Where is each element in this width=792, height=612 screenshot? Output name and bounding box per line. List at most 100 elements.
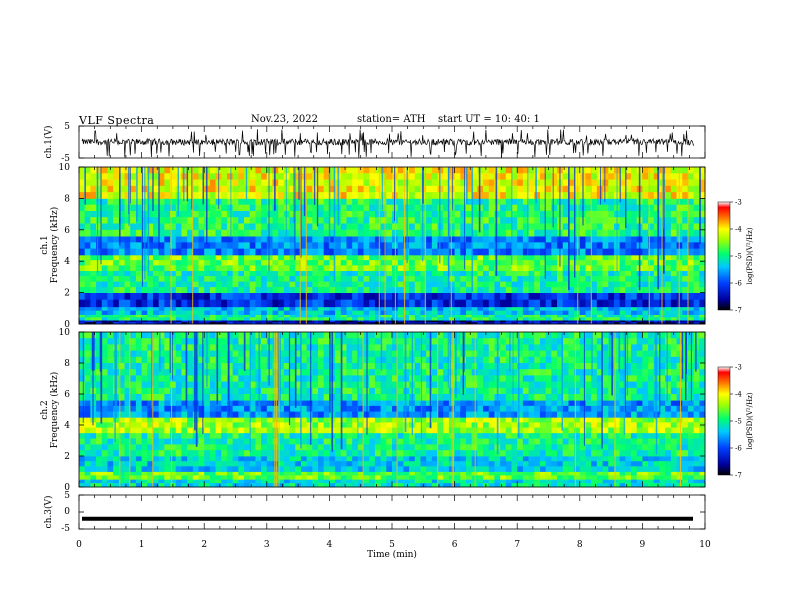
- ch1-spec-cell: [397, 204, 404, 212]
- ch1-spec-cell: [585, 292, 592, 301]
- ch1-spec-cell: [249, 314, 256, 318]
- ch2-spec-cell: [215, 461, 222, 467]
- ch1-spec-cell: [249, 167, 256, 174]
- ch2-spec-cell: [483, 456, 490, 462]
- ch1-spec-cell: [107, 236, 114, 243]
- ch2-spec-cell: [386, 427, 393, 434]
- ch1-spec-cell: [130, 204, 137, 212]
- ch2-spec-cell: [602, 444, 609, 451]
- ch1-spec-cell: [209, 248, 216, 256]
- ch2-spec-cell: [238, 483, 245, 488]
- ch1-spec-cell: [84, 242, 91, 250]
- ch1-spec-cell: [158, 192, 165, 199]
- ch1-spec-cell: [323, 310, 330, 315]
- ch1-spec-cell: [170, 217, 177, 224]
- ch1-spec-cell: [79, 314, 86, 318]
- ch2-spec-cell: [568, 466, 575, 472]
- ch1-spec-cell: [101, 306, 108, 312]
- ch2-spec-cell: [562, 483, 569, 488]
- ch2-spec-cell: [505, 417, 512, 423]
- ch1-spec-cell: [96, 242, 103, 250]
- ch1-spec-cell: [357, 281, 364, 288]
- ch1-spec-cell: [642, 306, 649, 312]
- ch1-spec-cell: [164, 310, 171, 315]
- ch2-spec-cell: [147, 456, 154, 462]
- ch1-spec-cell: [665, 317, 672, 321]
- ch2-spec-cell: [90, 432, 97, 439]
- ch2-spec-cell: [323, 417, 330, 423]
- ch1-spec-cell: [306, 167, 313, 174]
- ch1-spec-cell: [90, 292, 97, 301]
- ch1-spec-cell: [113, 236, 120, 243]
- ch1-spec-cell: [534, 299, 541, 308]
- ch1-spec-cell: [357, 192, 364, 199]
- ch1-spec-cell: [477, 204, 484, 212]
- ch2-spec-cell: [96, 417, 103, 423]
- ch1-spec-cell: [608, 173, 615, 180]
- ch1-spec-cell: [585, 287, 592, 294]
- ch1-spec-cell: [437, 198, 444, 206]
- ch1-spec-cell: [124, 217, 131, 224]
- ch1-spec-cell: [465, 292, 473, 301]
- ch1-spec-cell: [488, 276, 495, 283]
- ch2-spec-cell: [613, 461, 621, 467]
- ch1-spec-cell: [329, 276, 336, 283]
- ch1-spec-cell: [687, 223, 695, 231]
- ch2-spec-cell: [312, 461, 319, 467]
- ch1-spec-cell: [101, 281, 108, 288]
- ch1-spec-cell: [437, 314, 444, 318]
- ch2-spec-cell: [306, 479, 313, 484]
- ch2-spec-cell: [164, 417, 171, 423]
- ch2-spec-cell: [215, 456, 222, 462]
- ch2-spec-cell: [306, 456, 313, 462]
- ch2-spec-cell: [557, 475, 564, 480]
- ch1-spec-cell: [403, 223, 410, 231]
- ch1-spec-cell: [226, 204, 234, 212]
- ch2-spec-cell: [272, 475, 279, 480]
- ch2-spec-cell: [386, 479, 393, 484]
- ch2-spec-cell: [670, 471, 677, 476]
- ch1-spec-cell: [272, 306, 279, 312]
- ch1-spec-cell: [147, 236, 154, 243]
- ch2-spec-cell: [323, 461, 330, 467]
- ch1-spec-cell: [295, 198, 302, 206]
- ch1-spec-cell: [574, 265, 581, 272]
- ch1-spec-cell: [147, 287, 154, 294]
- ch1-spec-cell: [602, 317, 609, 321]
- ch1-spec-cell: [249, 265, 256, 272]
- ch2-spec-cell: [551, 427, 558, 434]
- ch2-spec-cell: [232, 479, 239, 484]
- ch1-spec-cell: [596, 223, 603, 231]
- ch1-spec-cell: [170, 299, 177, 308]
- ch1-spec-cell: [318, 223, 325, 231]
- ch1-spec-cell: [488, 287, 495, 294]
- ch1-spec-cell: [329, 287, 336, 294]
- ch2-spec-cell: [175, 422, 182, 428]
- ch1-spec-cell: [631, 281, 638, 288]
- ch2-spec-cell: [687, 479, 695, 484]
- ch2-spec-cell: [699, 461, 706, 467]
- ch1-spec-cell: [568, 217, 575, 224]
- ch1-spec-cell: [648, 236, 655, 243]
- ch1-spec-cell: [659, 306, 666, 312]
- ch1-spec-cell: [170, 265, 177, 272]
- ch1-spec-cell: [318, 229, 325, 237]
- ch1-spec-cell: [278, 299, 285, 308]
- ch2-spec-cell: [170, 471, 177, 476]
- ch2-spec-cell: [141, 444, 148, 451]
- ch1-spec-cell: [204, 299, 211, 308]
- ch1-spec-cell: [562, 179, 569, 187]
- ch2-spec-cell: [420, 417, 427, 423]
- ch1-spec-cell: [170, 192, 177, 199]
- ch1-spec-cell: [653, 204, 660, 212]
- ch1-spec-cell: [346, 260, 353, 266]
- ch2-spec-cell: [192, 461, 199, 467]
- ch2-spec-cell: [551, 422, 558, 428]
- ch1-spec-cell: [84, 229, 91, 237]
- ch1-spec-cell: [283, 185, 290, 193]
- ch1-spec-cell: [608, 299, 615, 308]
- ch1-spec-cell: [699, 198, 706, 206]
- ch1-spec-cell: [318, 276, 325, 283]
- ch1-spec-cell: [613, 270, 621, 277]
